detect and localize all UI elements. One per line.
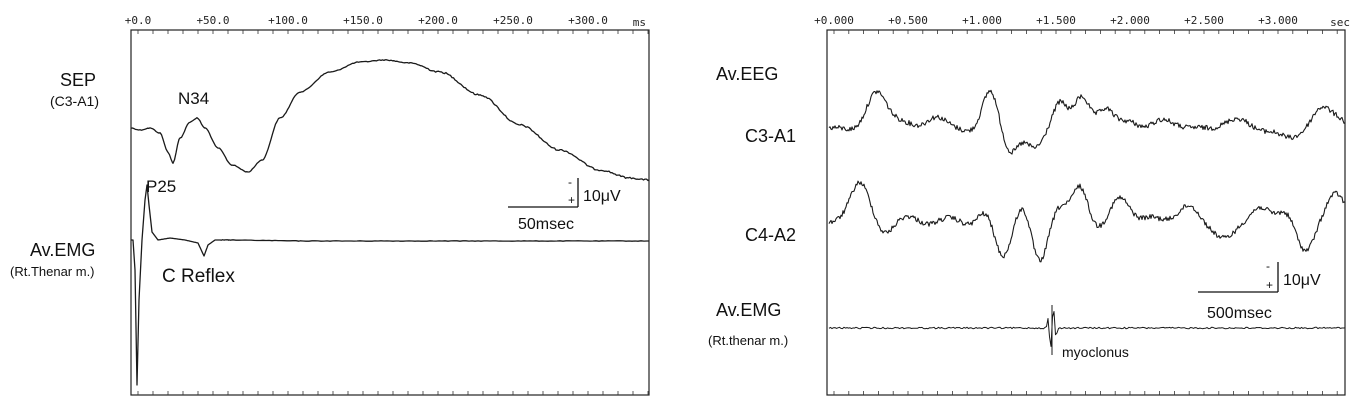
axis-tick-label: +3.000 bbox=[1258, 14, 1298, 27]
left-cal-time-label: 50msec bbox=[518, 216, 574, 233]
axis-tick-label: +1.000 bbox=[962, 14, 1002, 27]
left-time-axis: +0.0 +50.0 +100.0 +150.0 +200.0 +250.0 +300.0 bbox=[125, 14, 649, 395]
n34-label: N34 bbox=[178, 89, 209, 108]
c3-label: C3-A1 bbox=[745, 126, 796, 146]
emg-right-label: Av.EMG bbox=[716, 300, 781, 320]
p25-label: P25 bbox=[146, 177, 176, 196]
right-time-unit: sec bbox=[1330, 16, 1350, 29]
emg-left-trace bbox=[130, 184, 649, 386]
axis-tick-label: +0.0 bbox=[125, 14, 152, 27]
c4-trace bbox=[828, 180, 1346, 263]
right-cal-plus: + bbox=[1266, 278, 1273, 292]
right-cal-time-label: 500msec bbox=[1207, 305, 1272, 322]
right-cal-minus: - bbox=[1266, 259, 1270, 273]
axis-tick-label: +2.500 bbox=[1184, 14, 1224, 27]
axis-tick-label: +300.0 bbox=[568, 14, 608, 27]
c3-trace bbox=[828, 89, 1346, 155]
axis-tick-label: +1.500 bbox=[1036, 14, 1076, 27]
left-cal-minus: - bbox=[568, 175, 572, 189]
left-calibration: - + 10μV 50msec bbox=[508, 175, 621, 233]
left-panel: +0.0 +50.0 +100.0 +150.0 +200.0 +250.0 +300.0 … bbox=[10, 14, 650, 396]
right-time-axis: +0.000 +0.500 +1.000 +1.500 +2.000 +2.500 +3.0… bbox=[814, 14, 1338, 395]
axis-tick-label: +200.0 bbox=[418, 14, 458, 27]
left-frame bbox=[130, 29, 650, 396]
axis-tick-label: +250.0 bbox=[493, 14, 533, 27]
eeg-label: Av.EEG bbox=[716, 64, 778, 84]
emg-right-sublabel: (Rt.thenar m.) bbox=[708, 333, 788, 348]
c-reflex-label: C Reflex bbox=[162, 266, 235, 287]
axis-tick-label: +0.000 bbox=[814, 14, 854, 27]
right-calibration: - + 10μV 500msec bbox=[1198, 259, 1321, 322]
axis-tick-label: +100.0 bbox=[268, 14, 308, 27]
emg-sublabel: (Rt.Thenar m.) bbox=[10, 264, 95, 279]
right-frame bbox=[826, 29, 1346, 396]
left-time-unit: ms bbox=[633, 16, 646, 29]
emg-right-trace bbox=[828, 305, 1346, 355]
c4-label: C4-A2 bbox=[745, 225, 796, 245]
right-cal-amp-label: 10μV bbox=[1283, 272, 1321, 289]
axis-tick-label: +2.000 bbox=[1110, 14, 1150, 27]
axis-tick-label: +150.0 bbox=[343, 14, 383, 27]
sep-label: SEP bbox=[60, 70, 96, 90]
left-cal-amp-label: 10μV bbox=[583, 188, 621, 205]
left-cal-plus: + bbox=[568, 193, 575, 207]
axis-tick-label: +0.500 bbox=[888, 14, 928, 27]
right-panel: +0.000 +0.500 +1.000 +1.500 +2.000 +2.500 +3.0… bbox=[708, 14, 1350, 396]
sep-sublabel: (C3-A1) bbox=[50, 93, 99, 109]
axis-tick-label: +50.0 bbox=[196, 14, 229, 27]
myoclonus-label: myoclonus bbox=[1062, 344, 1129, 360]
emg-label: Av.EMG bbox=[30, 240, 95, 260]
sep-trace bbox=[130, 59, 650, 182]
